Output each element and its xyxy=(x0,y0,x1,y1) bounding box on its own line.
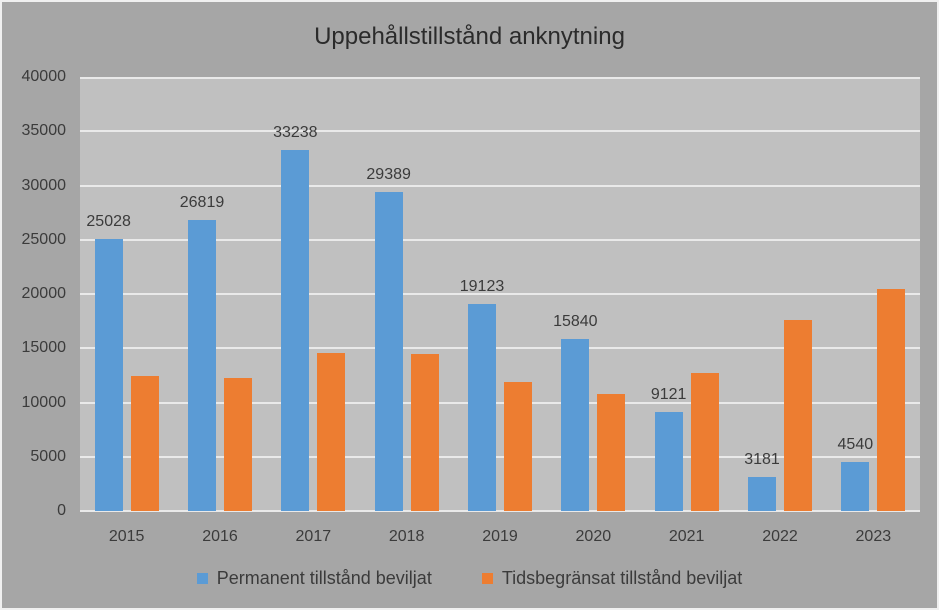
y-tick-label-0: 0 xyxy=(57,502,66,519)
bar-tidsbegransat-2022 xyxy=(784,320,812,511)
data-label-permanent-2018: 29389 xyxy=(366,166,411,184)
x-tick-label-2018: 2018 xyxy=(388,528,425,545)
legend-item-permanent: Permanent tillstånd beviljat xyxy=(196,568,432,588)
gridline-40000 xyxy=(80,77,920,79)
legend-label-permanent: Permanent tillstånd beviljat xyxy=(216,568,432,588)
y-tick-label-10000: 10000 xyxy=(21,393,67,411)
bar-tidsbegransat-2023 xyxy=(877,288,906,511)
bar-permanent-2018 xyxy=(374,192,403,511)
gridline-15000 xyxy=(80,347,920,350)
data-label-permanent-2023: 4540 xyxy=(837,435,874,453)
legend-swatch-permanent xyxy=(196,572,208,584)
bar-tidsbegransat-2018 xyxy=(410,353,439,511)
bar-permanent-2020 xyxy=(561,339,590,511)
gridline-20000 xyxy=(80,293,920,295)
y-tick-label-20000: 20000 xyxy=(21,285,67,302)
x-tick-label-2019: 2019 xyxy=(482,528,518,545)
bar-permanent-2023 xyxy=(841,461,870,511)
plot-area: 25028 26819 33238 29389 19123 15840 9121 3181 45… xyxy=(80,77,920,512)
y-tick-label-40000: 40000 xyxy=(21,68,67,85)
x-tick-label-2017: 2017 xyxy=(295,528,332,545)
y-tick-label-35000: 35000 xyxy=(21,122,67,140)
bar-tidsbegransat-2017 xyxy=(317,352,346,511)
y-tick-label-25000: 25000 xyxy=(21,230,67,248)
gridline-5000 xyxy=(80,455,920,458)
bar-tidsbegransat-2021 xyxy=(690,373,719,511)
x-tick-label-2015: 2015 xyxy=(108,528,145,545)
x-tick-label-2021: 2021 xyxy=(668,528,705,545)
gridline-30000 xyxy=(80,184,920,187)
chart-title: Uppehållstillstånd anknytning xyxy=(314,23,625,50)
bar-permanent-2019 xyxy=(468,303,496,511)
data-label-permanent-2022: 3181 xyxy=(744,450,780,468)
y-tick-label-30000: 30000 xyxy=(21,176,67,194)
legend-label-tidsbegransat: Tidsbegränsat tillstånd beviljat xyxy=(501,568,743,588)
bar-tidsbegransat-2019 xyxy=(504,381,532,511)
legend-swatch-tidsbegransat xyxy=(481,572,493,584)
gridline-25000 xyxy=(80,238,920,241)
x-tick-label-2022: 2022 xyxy=(762,528,798,545)
x-tick-label-2016: 2016 xyxy=(202,528,238,545)
y-tick-label-5000: 5000 xyxy=(30,447,66,465)
data-label-permanent-2016: 26819 xyxy=(179,194,225,212)
y-tick-label-15000: 15000 xyxy=(21,339,67,357)
y-axis: 0 5000 10000 15000 20000 25000 30000 35000 40000 xyxy=(2,69,67,519)
x-axis: 2015 2016 2017 2018 2019 2020 2021 2022 2023 xyxy=(80,511,920,551)
legend: Permanent tillstånd beviljat Tidsbegräns… xyxy=(2,569,937,587)
bar-permanent-2017 xyxy=(281,150,310,511)
bar-permanent-2015 xyxy=(94,239,123,511)
gridline-0 xyxy=(80,510,920,512)
gridline-35000 xyxy=(80,130,920,133)
x-tick-label-2023: 2023 xyxy=(855,528,892,545)
bar-tidsbegransat-2015 xyxy=(130,376,159,511)
data-label-permanent-2017: 33238 xyxy=(273,124,318,142)
bar-permanent-2022 xyxy=(748,476,776,511)
bar-permanent-2016 xyxy=(188,220,216,511)
legend-item-tidsbegransat: Tidsbegränsat tillstånd beviljat xyxy=(481,568,743,588)
data-label-permanent-2019: 19123 xyxy=(459,277,505,295)
bar-tidsbegransat-2020 xyxy=(597,393,626,511)
bar-tidsbegransat-2016 xyxy=(224,377,252,511)
data-label-permanent-2020: 15840 xyxy=(553,313,598,331)
bar-permanent-2021 xyxy=(654,412,683,511)
x-tick-label-2020: 2020 xyxy=(575,528,612,545)
gridline-10000 xyxy=(80,401,920,404)
data-label-permanent-2021: 9121 xyxy=(650,386,687,404)
data-label-permanent-2015: 25028 xyxy=(86,213,131,231)
